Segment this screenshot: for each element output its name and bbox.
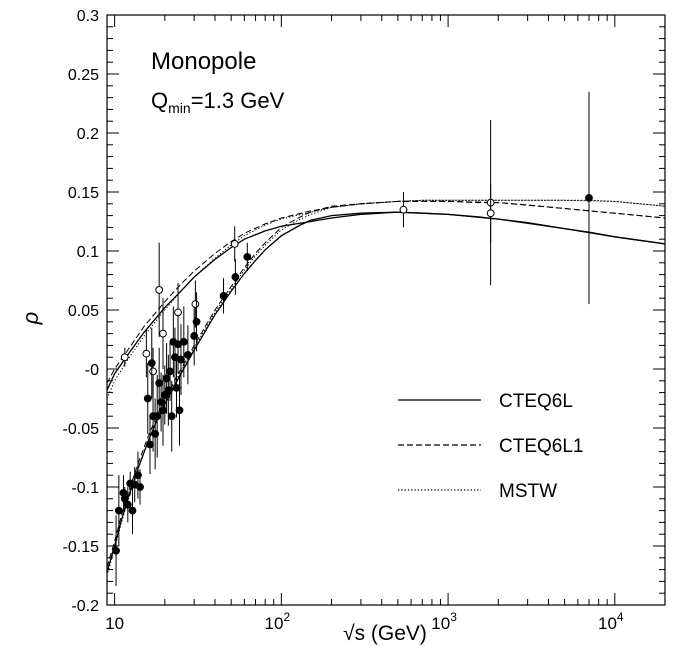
open-data-point bbox=[159, 329, 167, 338]
curve-cteq6l1-lower bbox=[106, 200, 666, 568]
filled-data-point bbox=[219, 291, 228, 300]
curve-cteq6l-lower bbox=[106, 211, 666, 573]
filled-data-point bbox=[146, 440, 154, 449]
filled-data-point bbox=[164, 386, 173, 395]
filled-data-point bbox=[136, 483, 144, 491]
filled-data-point bbox=[190, 332, 199, 340]
y-axis-label: ρ bbox=[18, 312, 43, 326]
open-data-point bbox=[486, 209, 495, 218]
x-tick-label: 104 bbox=[598, 610, 624, 633]
y-tick-label: 0.3 bbox=[77, 8, 99, 25]
x-axis-label: √s (GeV) bbox=[343, 622, 427, 645]
y-tick-label: 0.25 bbox=[68, 67, 99, 84]
x-tick-exponent: 3 bbox=[450, 610, 457, 624]
model-curves bbox=[106, 199, 666, 576]
y-axis-ticks: -0.2 -0.15 -0.1 -0.05 -0 0.05 0.1 0.15 0.2 0.25 0.… bbox=[63, 8, 665, 615]
y-tick-label: 0.2 bbox=[77, 126, 99, 143]
y-tick-label: -0.15 bbox=[63, 539, 100, 556]
filled-data-point bbox=[183, 350, 192, 359]
filled-data-point bbox=[585, 194, 593, 202]
legend-label-cteq6l: CTEQ6L bbox=[499, 391, 573, 412]
y-tick-label: -0.05 bbox=[63, 421, 100, 438]
legend: CTEQ6L CTEQ6L1 MSTW bbox=[398, 391, 583, 502]
annotation-monopole: Monopole bbox=[151, 48, 256, 75]
open-data-point bbox=[191, 300, 200, 309]
y-tick-label: 0.05 bbox=[68, 303, 99, 320]
legend-label-mstw: MSTW bbox=[499, 481, 557, 502]
open-data-point bbox=[230, 240, 239, 248]
y-tick-label: -0.1 bbox=[71, 480, 99, 497]
filled-data-point bbox=[143, 394, 152, 403]
filled-data-point bbox=[177, 355, 185, 364]
curve-mstw-upper bbox=[106, 199, 666, 399]
y-tick-label: -0.2 bbox=[71, 598, 99, 615]
annotation-q-subscript: min bbox=[168, 100, 191, 116]
y-tick-label: 0.1 bbox=[77, 244, 99, 261]
filled-data-point bbox=[175, 406, 184, 415]
x-tick-label: 10 bbox=[105, 614, 124, 633]
filled-data-point bbox=[128, 506, 137, 515]
filled-data-point bbox=[166, 367, 174, 376]
annotation-q-value: =1.3 GeV bbox=[191, 88, 285, 113]
curve-mstw-lower bbox=[106, 199, 666, 576]
open-data-point bbox=[399, 205, 408, 214]
legend-label-cteq6l1: CTEQ6L1 bbox=[499, 436, 583, 457]
x-tick-exponent: 2 bbox=[283, 610, 290, 624]
x-tick-label: 102 bbox=[265, 610, 291, 633]
filled-data-point bbox=[192, 317, 201, 326]
open-data-point bbox=[149, 367, 157, 376]
y-tick-label: 0.15 bbox=[68, 185, 99, 202]
annotation-q-symbol: Q bbox=[151, 88, 168, 113]
filled-data-point bbox=[167, 412, 176, 421]
filled-data-point bbox=[231, 273, 240, 281]
y-tick-label: -0 bbox=[85, 362, 99, 379]
filled-data-point bbox=[172, 383, 181, 392]
filled-data-point bbox=[147, 359, 156, 368]
filled-data-point bbox=[114, 506, 123, 515]
data-points bbox=[112, 91, 593, 587]
open-data-point bbox=[142, 349, 151, 358]
filled-data-point bbox=[179, 337, 188, 346]
annotation-qmin: Qmin=1.3 GeV bbox=[151, 88, 285, 116]
curve-cteq6l-upper bbox=[106, 211, 666, 391]
x-tick-exponent: 4 bbox=[617, 610, 624, 624]
filled-data-point bbox=[243, 253, 252, 261]
curve-cteq6l1-upper bbox=[106, 200, 666, 384]
filled-data-point bbox=[159, 406, 167, 415]
open-data-point bbox=[155, 286, 164, 294]
open-data-point bbox=[120, 353, 129, 362]
x-tick-label: 103 bbox=[431, 610, 457, 633]
filled-data-point bbox=[112, 546, 120, 555]
filled-data-point bbox=[162, 374, 171, 383]
filled-data-point bbox=[123, 500, 132, 509]
plot-frame bbox=[106, 14, 666, 606]
